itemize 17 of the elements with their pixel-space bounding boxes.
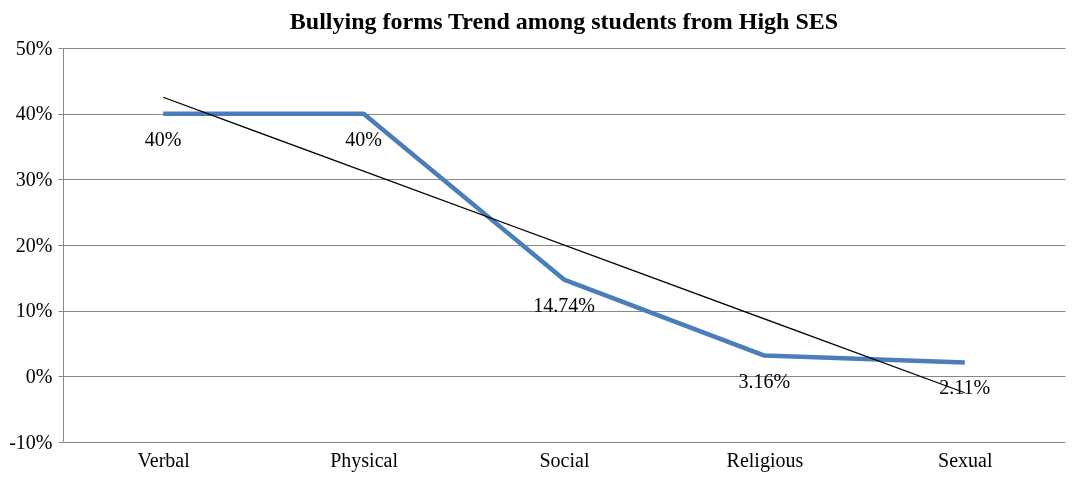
- x-tick-label: Social: [539, 448, 590, 471]
- x-tick-label: Sexual: [938, 448, 993, 471]
- data-label: 3.16%: [738, 369, 791, 392]
- y-tick-label: 40%: [15, 102, 53, 125]
- y-tick-label: -10%: [9, 430, 53, 453]
- x-tick-label: Religious: [726, 448, 804, 472]
- x-tick-label: Physical: [330, 448, 399, 472]
- chart-title: Bullying forms Trend among students from High SES: [289, 8, 839, 34]
- x-tick-label: Verbal: [137, 448, 191, 471]
- y-tick-label: 0%: [25, 364, 53, 387]
- y-tick-label: 30%: [15, 167, 53, 190]
- y-tick-label: 20%: [15, 233, 53, 256]
- data-label: 14.74%: [533, 293, 595, 316]
- data-label: 40%: [144, 127, 182, 150]
- y-tick-label: 10%: [15, 299, 53, 322]
- data-label: 40%: [345, 127, 382, 150]
- y-tick-label: 50%: [15, 36, 53, 59]
